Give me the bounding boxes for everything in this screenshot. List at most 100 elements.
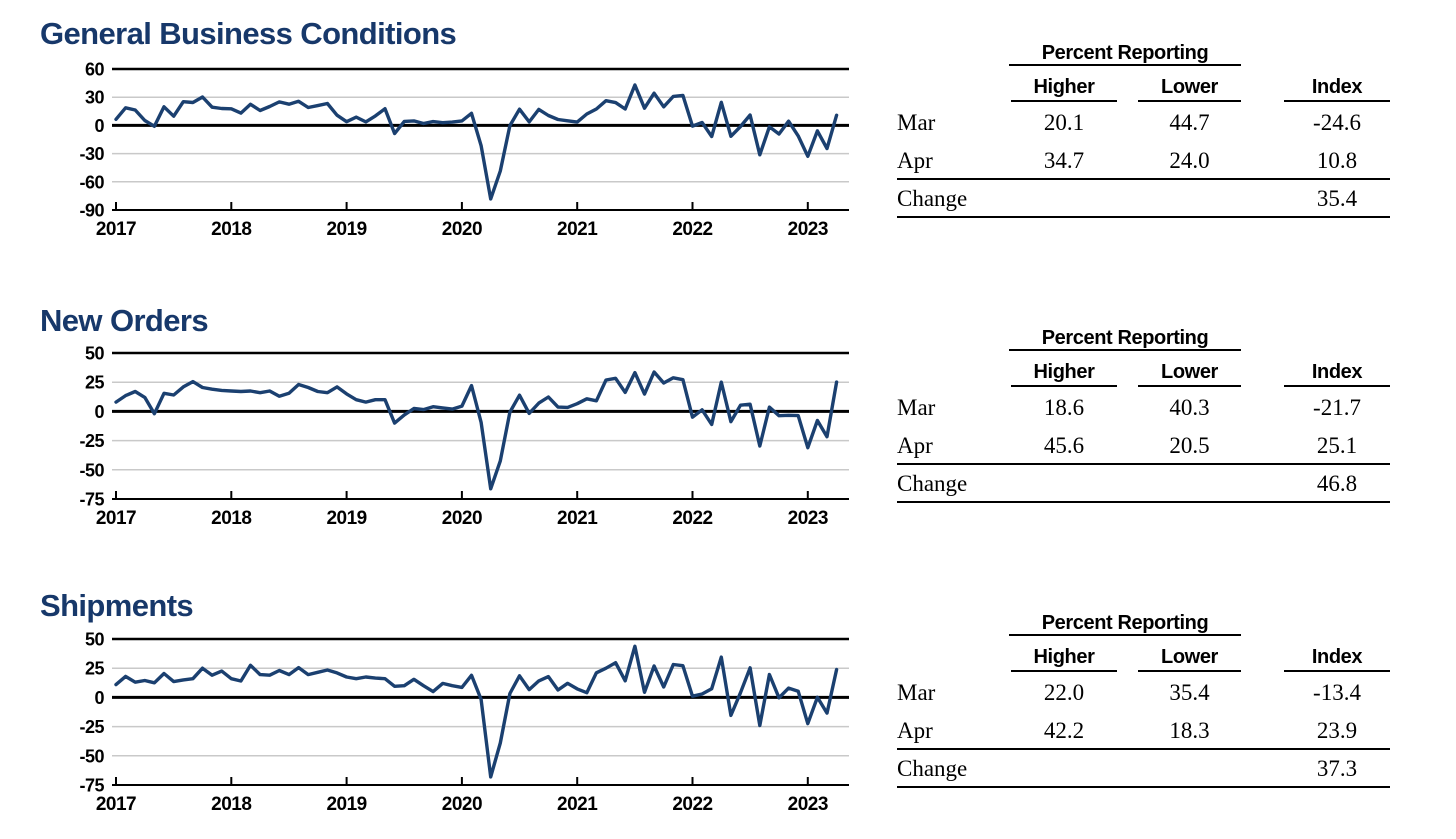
y-tick-label: 0 [94,116,104,136]
y-tick-label: -75 [79,776,104,796]
x-tick-label: 2021 [557,219,598,240]
cell-index: 35.4 [1316,186,1358,211]
x-tick-label: 2023 [788,508,828,529]
table-row: Mar 22.0 35.4 -13.4 [897,680,1390,706]
chart-title-new-orders: New Orders [40,303,209,338]
table-rule [897,501,1390,503]
row-label: Mar [897,680,936,705]
cell-lower: 35.4 [1169,680,1210,705]
table-row: Apr 42.2 18.3 23.9 [897,718,1390,744]
group-header: Percent Reporting [1009,612,1241,636]
col-header-index: Index [1284,646,1390,672]
row-label: Apr [897,148,933,173]
col-header-lower: Lower [1138,361,1241,387]
table-row: Mar 18.6 40.3 -21.7 [897,395,1390,421]
cell-index: -21.7 [1313,395,1361,420]
y-tick-label: -90 [79,201,104,221]
row-label: Mar [897,110,936,135]
table-rule [897,786,1390,788]
y-tick-label: -25 [79,431,104,451]
table-general-business-conditions: Percent Reporting Higher Lower Index Mar… [897,42,1390,222]
table-rule [897,178,1390,180]
data-line [114,83,839,201]
col-header-index: Index [1284,76,1390,102]
x-tick-label: 2020 [442,219,482,240]
table-row: Mar 20.1 44.7 -24.6 [897,110,1390,136]
chart-title-shipments: Shipments [40,588,194,623]
col-header-higher: Higher [1011,361,1117,387]
cell-index: 37.3 [1316,756,1358,781]
data-line [114,370,839,491]
row-label: Change [897,186,968,211]
cell-higher: 22.0 [1043,680,1085,705]
table-rule [897,463,1390,465]
table-row: Change 46.8 [897,471,1390,497]
x-tick-label: 2019 [326,508,366,529]
y-tick-label: -50 [79,746,104,766]
y-tick-label: 50 [85,630,105,650]
cell-higher: 34.7 [1043,148,1085,173]
table-rule [897,748,1390,750]
row-label: Apr [897,433,933,458]
x-tick-label: 2022 [672,508,712,529]
x-tick-label: 2017 [96,508,136,529]
cell-index: 46.8 [1316,471,1358,496]
table-row: Change 35.4 [897,186,1390,212]
table-shipments: Percent Reporting Higher Lower Index Mar… [897,612,1390,792]
col-header-index: Index [1284,361,1390,387]
x-tick-label: 2022 [672,219,712,240]
y-tick-label: -30 [79,144,104,164]
cell-higher: 45.6 [1043,433,1085,458]
chart-title-general-business-conditions: General Business Conditions [40,16,457,51]
y-tick-label: 25 [85,373,105,393]
x-tick-label: 2017 [96,219,136,240]
x-tick-label: 2019 [326,794,366,815]
x-tick-label: 2018 [211,508,251,529]
x-tick-label: 2022 [672,794,712,815]
cell-index: -24.6 [1313,110,1361,135]
cell-higher: 20.1 [1043,110,1085,135]
cell-index: -13.4 [1313,680,1361,705]
group-header: Percent Reporting [1009,327,1241,351]
cell-index: 23.9 [1316,718,1358,743]
cell-lower: 20.5 [1169,433,1210,458]
cell-index: 25.1 [1316,433,1358,458]
group-header: Percent Reporting [1009,42,1241,66]
cell-lower: 44.7 [1169,110,1210,135]
x-tick-label: 2018 [211,794,251,815]
x-tick-label: 2019 [326,219,366,240]
col-header-lower: Lower [1138,646,1241,672]
x-tick-label: 2020 [442,794,482,815]
x-tick-label: 2023 [788,219,828,240]
y-tick-label: 25 [85,659,105,679]
x-tick-label: 2017 [96,794,136,815]
table-row: Change 37.3 [897,756,1390,782]
table-row: Apr 34.7 24.0 10.8 [897,148,1390,174]
col-header-higher: Higher [1011,646,1117,672]
table-row: Apr 45.6 20.5 25.1 [897,433,1390,459]
row-label: Change [897,471,968,496]
y-tick-label: -60 [79,172,104,192]
table-rule [897,216,1390,218]
x-tick-label: 2018 [211,219,251,240]
row-label: Mar [897,395,936,420]
y-tick-label: -25 [79,717,104,737]
y-tick-label: 50 [85,344,105,364]
y-tick-label: -75 [79,490,104,510]
y-tick-label: 0 [94,688,104,708]
cell-lower: 40.3 [1169,395,1210,420]
y-tick-label: 60 [85,60,105,80]
y-tick-label: 0 [94,402,104,422]
cell-lower: 24.0 [1169,148,1210,173]
cell-higher: 42.2 [1043,718,1085,743]
data-line [114,644,839,779]
x-tick-label: 2020 [442,508,482,529]
x-tick-label: 2021 [557,508,598,529]
col-header-higher: Higher [1011,76,1117,102]
x-tick-label: 2021 [557,794,598,815]
col-header-lower: Lower [1138,76,1241,102]
row-label: Change [897,756,968,781]
row-label: Apr [897,718,933,743]
